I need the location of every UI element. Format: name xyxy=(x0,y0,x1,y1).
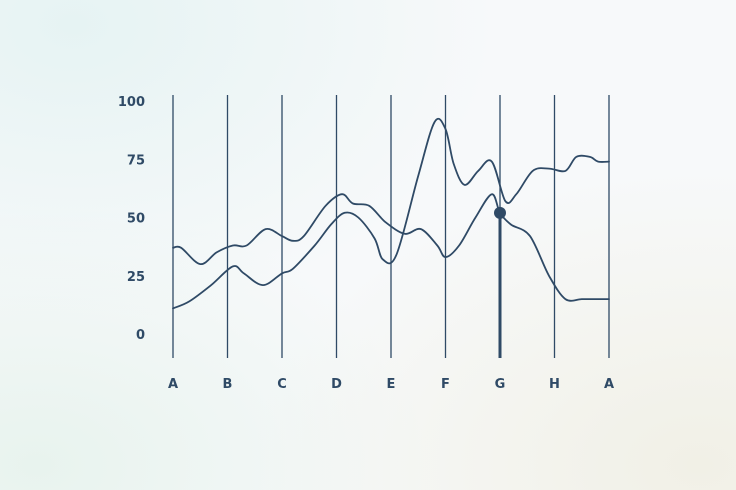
x-tick-label: F xyxy=(441,377,450,392)
y-tick-label: 0 xyxy=(136,328,145,343)
highlight-marker xyxy=(494,206,506,358)
x-tick-label: A xyxy=(168,377,178,392)
highlight-point xyxy=(494,206,506,219)
x-tick-label: G xyxy=(495,377,506,392)
x-tick-label: A xyxy=(604,377,614,392)
y-tick-label: 50 xyxy=(127,212,145,227)
series-line-2 xyxy=(172,117,610,310)
x-tick-label: H xyxy=(549,377,560,392)
y-axis-ticks: 100 75 50 25 0 xyxy=(118,95,145,343)
y-tick-label: 100 xyxy=(118,95,145,110)
series-line-1 xyxy=(172,193,610,302)
x-tick-label: E xyxy=(387,377,396,392)
x-tick-label: B xyxy=(223,377,233,392)
y-tick-label: 75 xyxy=(127,153,145,168)
y-tick-label: 25 xyxy=(127,270,145,285)
x-tick-label: D xyxy=(331,377,342,392)
x-tick-label: C xyxy=(277,377,287,392)
series-lines xyxy=(172,117,610,310)
